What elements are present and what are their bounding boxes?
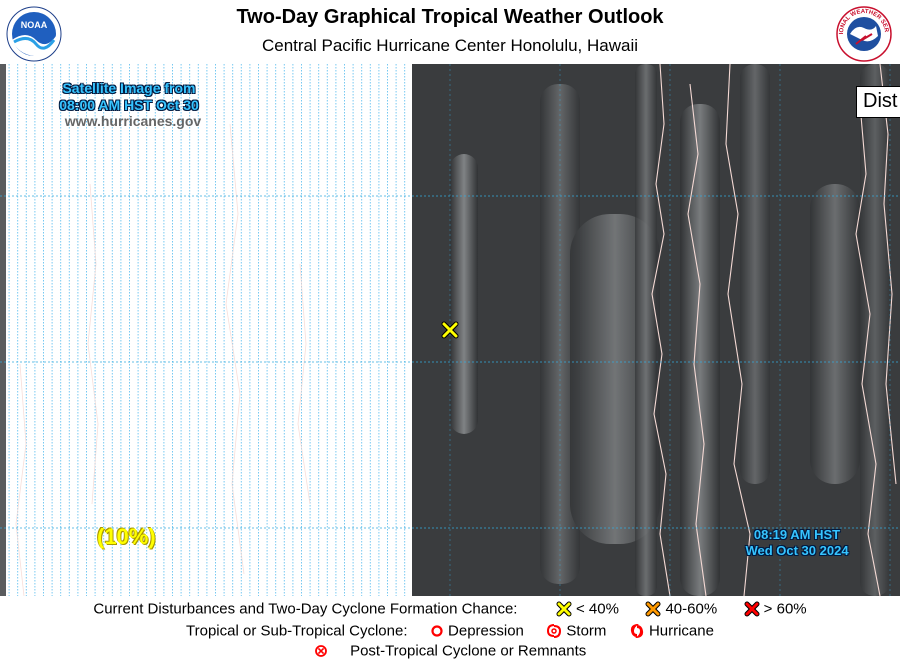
longitude-gridlines (0, 64, 412, 596)
legend-medium-chance: 40-60% (665, 600, 718, 618)
legend-high-chance: > 60% (763, 600, 807, 618)
legend-depression: Depression (448, 622, 524, 640)
disturbance-label-box[interactable]: Dist (856, 86, 900, 118)
satellite-label-line2: 08:00 AM HST Oct 30 (59, 97, 199, 113)
timestamp-label: 08:19 AM HST Wed Oct 30 2024 (730, 527, 864, 559)
timestamp-line1: 08:19 AM HST (753, 527, 841, 542)
faint-outlines-left (15, 123, 311, 596)
header: NOAA Two-Day Graphical Tropical Weather … (0, 0, 900, 64)
legend-post-tropical: Post-Tropical Cyclone or Remnants (350, 642, 587, 660)
satellite-map: Satellite Image from 08:00 AM HST Oct 30… (0, 64, 900, 596)
legend-hurricane: Hurricane (648, 622, 714, 640)
legend-disturbance-label: Current Disturbances and Two-Day Cyclone… (93, 600, 518, 618)
satellite-image (0, 64, 900, 596)
page-title: Two-Day Graphical Tropical Weather Outlo… (236, 6, 664, 28)
depression-icon (431, 625, 443, 637)
national-weather-service-logo-icon: NATIONAL WEATHER SERVICE (836, 6, 892, 62)
storm-icon (547, 624, 562, 639)
yellow-x-icon (556, 601, 572, 617)
legend-low-chance: < 40% (575, 600, 619, 618)
noaa-logo-icon: NOAA (6, 6, 62, 62)
legend: Current Disturbances and Two-Day Cyclone… (0, 596, 900, 665)
legend-row-post-tropical: Post-Tropical Cyclone or Remnants (0, 642, 900, 660)
coastline-outlines (651, 64, 897, 596)
legend-row-disturbances: Current Disturbances and Two-Day Cyclone… (0, 600, 900, 618)
page-subtitle: Central Pacific Hurricane Center Honolul… (261, 36, 639, 55)
satellite-time-label: Satellite Image from 08:00 AM HST Oct 30 (54, 80, 204, 114)
svg-text:NOAA: NOAA (21, 20, 48, 30)
timestamp-line2: Wed Oct 30 2024 (745, 543, 849, 558)
legend-cyclone-label: Tropical or Sub-Tropical Cyclone: (186, 622, 408, 640)
post-tropical-icon (314, 645, 327, 657)
satellite-label-line1: Satellite Image from (62, 80, 196, 96)
red-x-icon (744, 601, 759, 617)
disturbance-chance-label: (10%) (97, 524, 156, 549)
disturbance-x-marker-icon[interactable] (441, 321, 459, 339)
legend-row-cyclones: Tropical or Sub-Tropical Cyclone: Depres… (0, 622, 900, 640)
website-label: www.hurricanes.gov (64, 113, 202, 129)
legend-storm: Storm (566, 622, 607, 640)
hurricane-icon (630, 624, 643, 639)
orange-x-icon (645, 601, 661, 617)
